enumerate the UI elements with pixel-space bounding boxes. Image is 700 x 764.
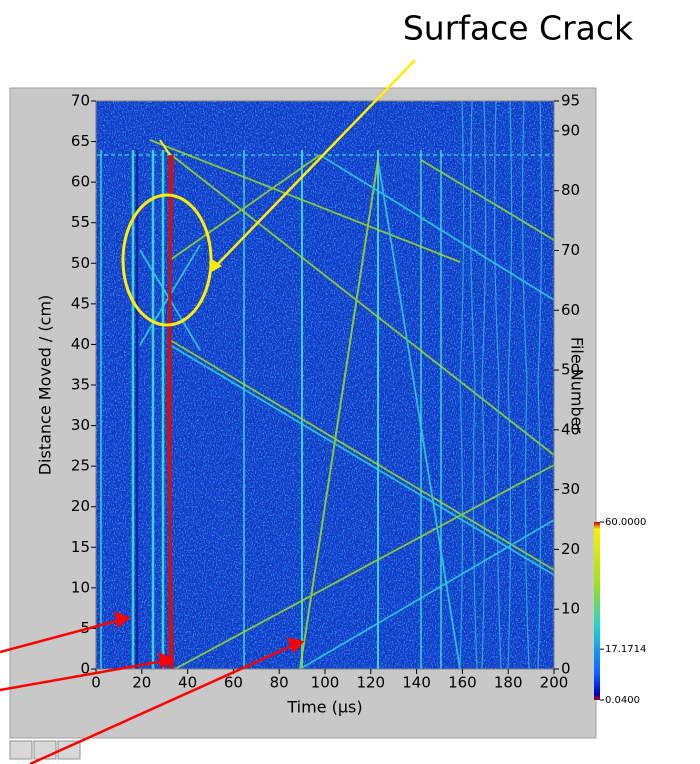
colorbar-tick-label: 0.0400 [605,695,640,706]
y-tick-label: 40 [71,335,90,353]
y2-tick-label: 10 [561,600,580,618]
y2-tick-label: 30 [561,480,580,498]
y-tick-label: 30 [71,416,90,434]
colorbar-tick-label: 60.0000 [605,517,646,528]
axes: 0 20 40 60 80 100 120 140 160 180 2000510152025303… [71,92,646,707]
y-tick-label: 35 [71,376,90,394]
x-tick-label: 80 [270,674,289,692]
y-tick-label: 50 [71,254,90,272]
x-tick-label: 160 [448,674,477,692]
y2-tick-label: 20 [561,540,580,558]
y2-tick-label: 0 [561,660,571,678]
x-axis-label: Time (µs) [286,698,362,717]
y-tick-label: 5 [80,619,90,637]
y-axis-label: Distance Moved / (cm) [36,295,55,476]
x-tick-label: 60 [224,674,243,692]
y-tick-label: 25 [71,457,90,475]
x-tick-label: 140 [402,674,431,692]
y-tick-label: 55 [71,213,90,231]
x-tick-label: 20 [132,674,151,692]
y-tick-label: 0 [80,660,90,678]
y2-tick-label: 90 [561,121,580,139]
y2-tick-label: 70 [561,241,580,259]
y2-tick-label: 60 [561,301,580,319]
y2-tick-label: 50 [561,361,580,379]
y-tick-label: 45 [71,294,90,312]
y-tick-label: 20 [71,497,90,515]
colorbar-tick-label: 17.1714 [605,644,646,655]
y2-tick-label: 80 [561,181,580,199]
y-tick-label: 60 [71,173,90,191]
y2-tick-label: 40 [561,420,580,438]
x-tick-label: 120 [356,674,385,692]
y-tick-label: 65 [71,132,90,150]
x-tick-label: 40 [178,674,197,692]
x-tick-label: 0 [91,674,101,692]
x-tick-label: 180 [494,674,523,692]
callouts [0,59,416,764]
y-tick-label: 10 [71,578,90,596]
y-tick-label: 15 [71,538,90,556]
intensity-image [96,100,555,670]
tool-button[interactable] [57,740,81,760]
y-tick-label: 70 [71,92,90,110]
tool-button[interactable] [9,740,33,760]
y2-tick-label: 95 [561,92,580,110]
colorbar [594,522,600,700]
x-tick-label: 100 [311,674,340,692]
annotation: Surface Crack [403,9,634,48]
y2-axis-label: File Number [568,337,587,434]
x-tick-label: 200 [540,674,569,692]
